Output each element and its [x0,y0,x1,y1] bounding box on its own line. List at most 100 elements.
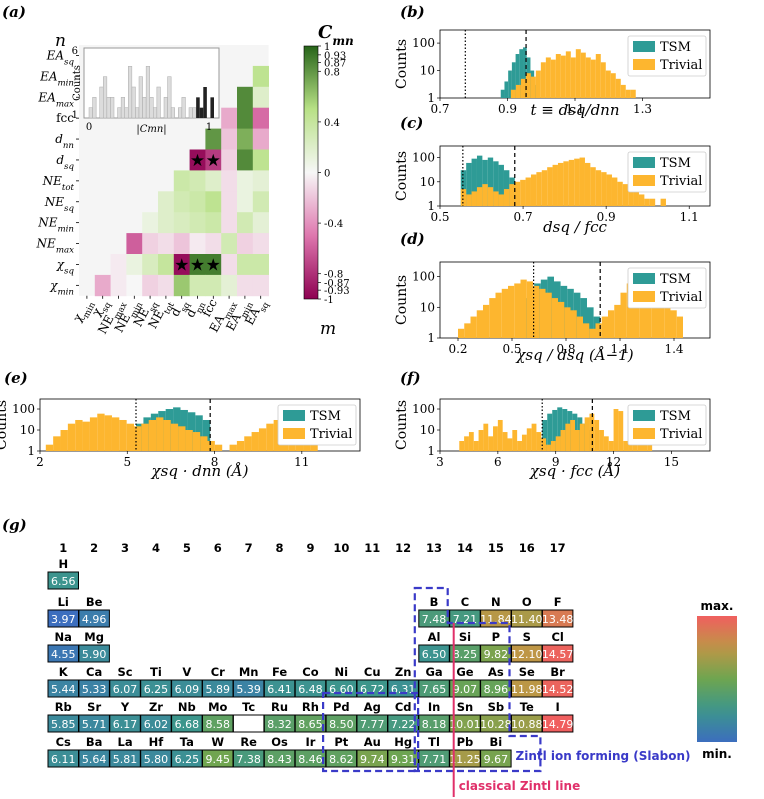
legend-label-trivial: Trivial [660,174,702,189]
element-cell [541,714,574,733]
heatmap-cell [252,191,269,213]
tsm-bar [508,70,512,98]
trivial-bar [564,307,571,338]
element-symbol: Sb [488,700,505,714]
element-cell [47,571,79,590]
inset-xtick: 0 [86,122,92,133]
trivial-bar [628,444,633,451]
row-label: dsq [56,153,74,172]
trivial-bar [75,419,83,451]
element-value: 5.81 [113,753,138,766]
element-symbol: Se [519,665,535,679]
x-axis-label: χsq / dsq (Å−1) [515,346,633,364]
heatmap-cell [142,274,159,297]
tsm-bar [519,49,524,98]
trivial-bar [584,417,590,451]
inset-bar [170,107,175,119]
element-value: 8.46 [298,753,323,766]
x-tick-label: 5 [123,455,131,469]
x-tick-label: 0.7 [430,102,449,116]
trivial-bar [600,62,606,98]
inset-bar [156,86,161,119]
trivial-bar [482,184,488,206]
tsm-bar [523,47,527,98]
element-symbol: Pd [333,700,350,714]
element-cell [78,644,110,663]
trivial-bar [647,444,653,451]
element-value: 8.18 [422,718,447,731]
tsm-bar [460,170,467,206]
heatmap-cell [221,233,238,255]
trivial-bar [498,194,504,206]
panel-label-f: (f) [400,369,421,387]
trivial-bar [560,430,566,451]
element-symbol: Be [86,595,103,609]
x-tick-label: 1.1 [565,102,584,116]
y-tick-label: 100 [412,270,435,284]
row-label: NEmax [36,237,75,256]
x-tick-label: 0.9 [597,210,616,224]
inset-bar-dark [199,107,204,118]
trivial-bar [540,62,546,98]
legend-swatch-trivial [633,59,655,70]
colorbar-tick-label: -0.8 [324,270,343,281]
star-marker: ★ [206,255,221,275]
trivial-bar [178,426,186,451]
trivial-bar [563,161,569,206]
heatmap-cell [237,149,254,171]
element-value: 11.98 [511,683,543,696]
element-value: 7.38 [236,753,261,766]
element-value: 11.40 [511,613,543,626]
trivial-bar [111,417,120,451]
y-tick-label: 10 [420,300,435,314]
trivial-bar [584,162,591,206]
inset-bar [167,76,172,119]
trivial-bar [520,78,526,98]
y-axis-label: Counts [394,151,410,201]
element-symbol: Cl [551,630,563,644]
legend-swatch-tsm [633,273,655,284]
legend-label-trivial: Trivial [660,290,702,305]
trivial-bar [608,440,614,451]
x-tick-label: 1.3 [633,102,652,116]
tsm-bar [498,164,504,206]
colorbar-min-label: min. [702,747,732,761]
tsm-bar [552,409,558,451]
trivial-bar [560,55,566,98]
heatmap-cell [252,128,269,150]
element-symbol: I [556,700,560,714]
tsm-bar [562,409,568,451]
inset-bar [163,97,168,119]
group-label: 9 [306,541,314,555]
heatmap-cell [126,254,143,276]
trivial-bar [550,59,556,98]
y-tick-label: 100 [412,151,435,165]
element-value: 6.31 [391,683,416,696]
inset-bar-dark [196,97,200,118]
trivial-bar [545,292,552,338]
trivial-bar [601,316,608,338]
x-tick-label: 3 [436,455,444,469]
inset-bar [117,107,122,119]
star-marker: ★ [190,255,205,275]
trivial-bar [660,198,666,206]
trivial-bar [644,198,650,206]
element-value: 5.44 [51,683,76,696]
heatmap-cell [126,233,143,255]
inset-bar [135,107,140,119]
trivial-bar [520,179,526,206]
trivial-bar [645,285,652,338]
element-value: 5.71 [82,718,107,731]
x-axis-label: χsq · dnn (Å) [151,462,249,480]
inset-bar [145,66,150,119]
x-tick-label: 8 [211,455,219,469]
trivial-bar [530,76,536,98]
inset-bar [181,97,186,119]
trivial-bar [45,444,54,451]
y-tick-label: 100 [412,36,435,50]
element-cell [541,679,574,698]
trivial-bar [244,436,252,451]
group-label: 13 [426,541,442,555]
trivial-bar [541,438,547,451]
y-tick-label: 1 [427,444,435,458]
